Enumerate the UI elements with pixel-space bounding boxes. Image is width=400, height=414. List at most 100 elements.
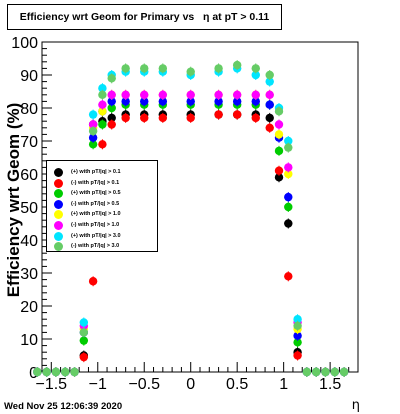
data-point	[284, 169, 293, 179]
x-tick-label: −1	[89, 376, 107, 393]
legend-label: (+) with pT/|q| > 0.5	[71, 190, 121, 197]
legend-entry: (-) with pT/|q| > 3.0	[47, 241, 157, 252]
data-point	[214, 97, 223, 106]
data-point	[302, 367, 312, 377]
data-point	[98, 90, 107, 100]
data-point	[186, 67, 195, 76]
data-point	[293, 331, 302, 340]
data-point	[158, 64, 168, 73]
data-point	[98, 120, 107, 129]
data-point	[265, 113, 274, 123]
x-tick-label: 0.5	[226, 376, 248, 393]
legend-entry: (-) with pT/|q| > 0.1	[47, 178, 157, 189]
data-point	[107, 113, 116, 123]
data-point	[121, 64, 130, 73]
data-point	[265, 123, 274, 132]
legend-marker	[54, 199, 63, 209]
data-point	[158, 90, 168, 100]
data-point	[293, 321, 302, 330]
data-point	[140, 64, 149, 73]
legend-entry: (+) with pT/|q| > 1.0	[47, 209, 157, 220]
data-point	[284, 136, 293, 146]
data-point	[140, 90, 149, 100]
data-point	[293, 338, 302, 347]
data-point	[265, 90, 274, 100]
data-point	[232, 110, 242, 119]
data-point	[140, 97, 149, 106]
legend-entry: (-) with pT/|q| > 0.5	[47, 199, 157, 210]
data-point	[232, 97, 242, 106]
data-point	[33, 367, 42, 377]
data-point	[339, 367, 349, 377]
data-point	[107, 103, 116, 113]
data-point	[251, 113, 260, 123]
data-point	[321, 367, 330, 377]
y-tick-label: 50	[20, 200, 38, 217]
legend-entry: (-) with pT/|q| > 1.0	[47, 220, 157, 231]
chart-title: Efficiency wrt Geom for Primary vs η at …	[19, 11, 270, 23]
data-point	[121, 90, 130, 100]
x-axis-label: η	[351, 398, 360, 413]
data-point	[232, 60, 242, 70]
legend-label: (-) with pT/|q| > 0.5	[71, 200, 120, 207]
data-point	[311, 367, 321, 377]
y-tick-label: 10	[20, 332, 38, 349]
data-point	[265, 77, 274, 86]
data-point	[214, 90, 223, 100]
data-point	[98, 84, 107, 93]
data-point	[274, 173, 284, 182]
data-point	[70, 367, 79, 377]
data-point	[98, 100, 107, 109]
data-point	[274, 130, 284, 139]
y-tick-label: 70	[20, 134, 38, 151]
data-point	[186, 97, 195, 106]
y-axis-label: Efficiency wrt Geom (%)	[4, 102, 23, 298]
legend-label: (+) with pT/|q| > 1.0	[71, 211, 121, 218]
data-point	[265, 100, 274, 109]
data-point	[274, 120, 284, 129]
data-point	[42, 367, 51, 377]
data-point	[251, 97, 260, 106]
timestamp: Wed Nov 25 12:06:39 2020	[4, 401, 123, 412]
data-point	[107, 90, 116, 100]
data-point	[284, 202, 293, 212]
data-point	[88, 140, 98, 149]
legend-entry: (+) with pT/|q| > 3.0	[47, 231, 157, 242]
y-tick-label: 60	[20, 167, 38, 184]
legend-marker	[54, 231, 63, 241]
legend-label: (-) with pT/|q| > 1.0	[71, 222, 120, 228]
legend: (+) with pT/|q| > 0.1 (-) with pT/|q| > 0…	[46, 160, 158, 252]
data-point	[61, 367, 70, 377]
data-point	[88, 277, 98, 286]
data-point	[107, 74, 116, 83]
data-point	[88, 110, 98, 119]
data-point	[140, 113, 149, 123]
data-point	[121, 97, 130, 106]
data-point	[214, 110, 223, 119]
data-point	[79, 336, 89, 345]
y-tick-label: 40	[20, 233, 38, 250]
legend-marker	[54, 242, 63, 252]
legend-marker	[54, 210, 63, 220]
legend-label: (+) with pT/|q| > 0.1	[71, 169, 121, 175]
legend-marker	[54, 178, 63, 188]
data-point	[251, 64, 260, 73]
data-point	[88, 120, 98, 129]
y-tick-label: 20	[20, 299, 38, 316]
data-point	[98, 140, 107, 149]
data-point	[330, 367, 339, 377]
data-point	[98, 107, 107, 116]
data-point	[293, 351, 302, 360]
x-tick-label: 1	[279, 376, 288, 393]
legend-marker	[54, 168, 63, 177]
data-point	[79, 352, 89, 362]
legend-entry: (+) with pT/|q| > 0.1	[47, 167, 157, 178]
data-point	[158, 113, 168, 123]
data-point	[88, 126, 98, 136]
data-point	[232, 90, 242, 100]
data-point	[284, 272, 293, 281]
data-point	[251, 70, 260, 80]
data-point	[107, 120, 116, 129]
data-point	[284, 192, 293, 202]
